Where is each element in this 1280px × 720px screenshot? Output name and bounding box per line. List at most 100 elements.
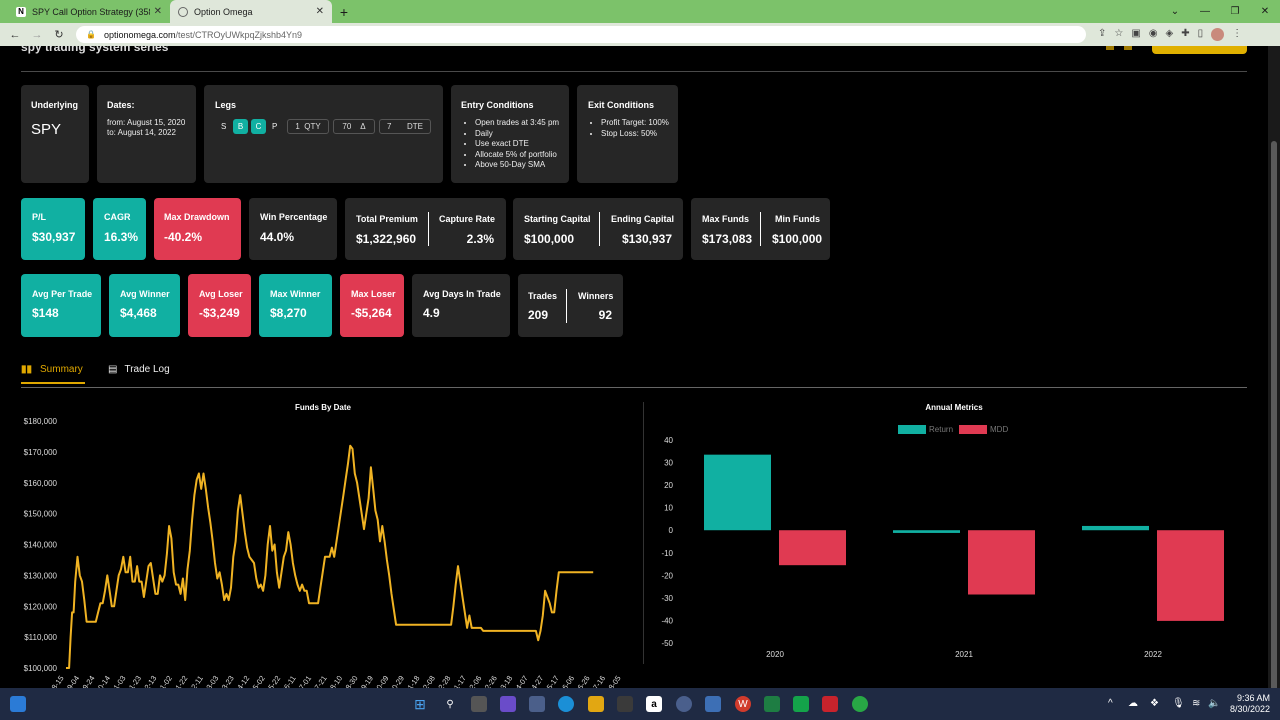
date-from: from: August 15, 2020	[107, 118, 186, 127]
capital-card: Starting Capital $100,000 Ending Capital…	[513, 198, 683, 260]
snip-icon[interactable]	[529, 696, 545, 712]
tab-spy-call-strategy[interactable]: N SPY Call Option Strategy (358 Re ✕	[8, 0, 170, 23]
tab-summary[interactable]: ▮▮ Summary	[21, 364, 83, 375]
puzzle-icon[interactable]: ✚	[1181, 28, 1190, 39]
menu-icon[interactable]: ⋮	[1232, 28, 1243, 39]
back-icon[interactable]: ←	[9, 28, 21, 41]
page-scrollbar[interactable]	[1268, 46, 1280, 701]
qty-field[interactable]: 1 QTY	[287, 119, 329, 134]
profile-avatar[interactable]	[1211, 28, 1225, 41]
win-percentage-card: Win Percentage 44.0%	[249, 198, 337, 260]
extension-icon[interactable]: ◉	[1148, 28, 1158, 39]
funds-line-series	[66, 444, 594, 669]
startcap-value: $100,000	[524, 232, 575, 246]
url-host: optionomega.com	[103, 29, 176, 40]
entry-item: Use exact DTE	[475, 139, 559, 150]
amazon-icon[interactable]: a	[646, 696, 662, 712]
y-tick-label: -50	[661, 639, 673, 648]
calculator-icon[interactable]	[705, 696, 721, 712]
onedrive-icon[interactable]: ☁	[1128, 698, 1138, 709]
y-tick-label: 30	[664, 459, 673, 468]
volume-icon[interactable]: 🔈	[1208, 698, 1221, 709]
tab-trade-log[interactable]: ▤ Trade Log	[108, 364, 170, 375]
leg-call-toggle[interactable]: C	[251, 119, 266, 134]
minimize-icon[interactable]: —	[1200, 6, 1210, 17]
app-icon[interactable]	[852, 696, 868, 712]
dropbox-icon[interactable]: ❖	[1150, 698, 1159, 709]
entry-conditions-card: Entry Conditions Open trades at 3:45 pm …	[451, 85, 569, 183]
underlying-card: Underlying SPY	[21, 85, 89, 183]
avgdays-value: 4.9	[423, 306, 440, 320]
header-icon[interactable]	[1106, 46, 1114, 50]
edge-icon[interactable]	[558, 696, 574, 712]
search-icon[interactable]: ⚲	[446, 698, 454, 710]
header-action-button[interactable]	[1152, 46, 1247, 54]
chevron-up-icon[interactable]: ^	[1108, 698, 1113, 709]
y-tick-label: $150,000	[24, 510, 58, 519]
exit-item: Stop Loss: 50%	[601, 129, 669, 140]
return-bar	[1082, 525, 1149, 531]
store-icon[interactable]	[617, 696, 633, 712]
forward-icon[interactable]: →	[31, 28, 43, 41]
teams-icon[interactable]	[500, 696, 516, 712]
x-tick-label: 2022	[1144, 650, 1162, 659]
active-tab-underline	[21, 382, 85, 384]
excel-icon[interactable]	[764, 696, 780, 712]
funds-by-date-chart: Funds By Date $100,000 $110,000 $120,000 $13…	[24, 403, 623, 688]
camtasia-icon[interactable]	[793, 696, 809, 712]
chrome-icon[interactable]	[676, 696, 692, 712]
y-tick-label: $160,000	[24, 479, 58, 488]
exit-list: Profit Target: 100% Stop Loss: 50%	[601, 118, 669, 139]
avg-loser-card: Avg Loser -$3,249	[188, 274, 251, 337]
header-icon[interactable]	[1124, 46, 1132, 50]
chart-divider	[643, 402, 644, 664]
entry-label: Entry Conditions	[461, 100, 534, 110]
task-view-icon[interactable]	[471, 696, 487, 712]
sidepanel-icon[interactable]: ▯	[1197, 28, 1204, 39]
startcap-label: Starting Capital	[524, 214, 591, 224]
url-input[interactable]: 🔒 optionomega.com /test/CTROyUWkpqZjkshb…	[76, 26, 1086, 43]
windows-taskbar: ⊞ ⚲ a W ^ ☁ ❖ 🎙 ≋ 🔈 9:36 AM 8/30/2022	[0, 688, 1280, 720]
y-tick-label: -30	[661, 594, 673, 603]
start-icon[interactable]: ⊞	[414, 695, 426, 712]
file-explorer-icon[interactable]	[588, 696, 604, 712]
system-clock[interactable]: 9:36 AM 8/30/2022	[1230, 693, 1270, 715]
close-tab-icon[interactable]: ✕	[315, 6, 324, 17]
extension-icon[interactable]: ▣	[1131, 28, 1141, 39]
desktop-widget-icon[interactable]	[10, 696, 26, 712]
dte-field[interactable]: 7 DTE	[379, 119, 431, 134]
pl-card: P/L $30,937	[21, 198, 85, 260]
close-window-icon[interactable]: ✕	[1260, 6, 1270, 17]
leg-buy-toggle[interactable]: B	[233, 119, 248, 134]
share-icon[interactable]: ⇪	[1098, 28, 1107, 39]
page-content: spy trading system series Underlying SPY…	[0, 46, 1268, 688]
premium-value: $1,322,960	[356, 232, 417, 246]
tab-search-icon[interactable]: ⌄	[1170, 6, 1180, 17]
trades-card: Trades 209 Winners 92	[518, 274, 623, 337]
divider	[21, 387, 1247, 388]
delta-field[interactable]: 70 Δ	[333, 119, 375, 134]
chart-title: Funds By Date	[295, 403, 352, 412]
close-tab-icon[interactable]: ✕	[153, 6, 162, 17]
leg-put[interactable]: P	[272, 122, 278, 131]
legend-label: Return	[929, 425, 953, 434]
maxwin-value: $8,270	[270, 306, 307, 320]
recorder-icon[interactable]	[822, 696, 838, 712]
wifi-icon[interactable]: ≋	[1192, 698, 1201, 709]
scrollbar-thumb[interactable]	[1271, 141, 1277, 701]
new-tab-icon[interactable]: +	[339, 3, 349, 20]
y-tick-label: 0	[669, 526, 674, 535]
leg-sell[interactable]: S	[221, 122, 227, 131]
wps-icon[interactable]: W	[735, 696, 751, 712]
restore-icon[interactable]: ❐	[1230, 6, 1240, 17]
bookmark-star-icon[interactable]: ☆	[1114, 28, 1124, 39]
entry-list: Open trades at 3:45 pm Daily Use exact D…	[475, 118, 559, 171]
tab-option-omega[interactable]: Option Omega ✕	[170, 0, 332, 23]
reload-icon[interactable]: ↻	[54, 29, 64, 41]
mdd-bar	[779, 530, 846, 566]
y-tick-label: $110,000	[24, 633, 57, 642]
extension-icon[interactable]: ◈	[1165, 28, 1174, 39]
divider	[21, 71, 1247, 72]
tab-tradelog-label: Trade Log	[124, 364, 170, 375]
mic-icon[interactable]: 🎙	[1172, 698, 1185, 709]
